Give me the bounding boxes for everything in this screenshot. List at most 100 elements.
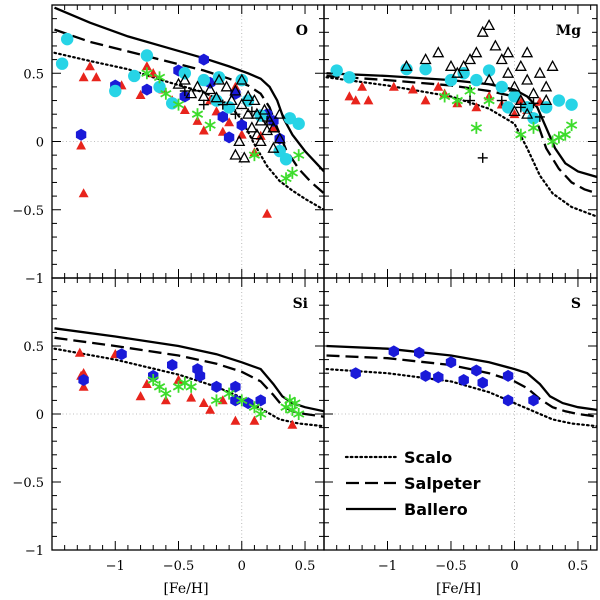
- open-triangle-marker: [457, 59, 470, 71]
- series-green-asterisks: [141, 67, 305, 185]
- cyan-circle-marker: [482, 64, 496, 77]
- blue-hexagon-marker: [167, 359, 178, 371]
- green-asterisk-stroke: [280, 174, 292, 183]
- open-triangle-marker: [476, 25, 489, 37]
- x-tick-label: 0.5: [568, 559, 589, 574]
- open-triangle-marker: [258, 103, 271, 115]
- model-curve-ballero: [326, 344, 597, 412]
- axis-ticks: [324, 5, 597, 278]
- series-black-open-triangles: [400, 18, 559, 119]
- green-asterisk-stroke: [286, 406, 299, 414]
- red-triangle-marker: [141, 378, 152, 388]
- legend-label-salpeter: Salpeter: [404, 474, 481, 493]
- open-triangle-marker: [502, 46, 515, 58]
- green-asterisk-stroke: [153, 383, 166, 391]
- open-triangle-marker: [540, 80, 553, 92]
- open-triangle-marker: [483, 18, 496, 31]
- blue-hexagon-marker: [477, 376, 488, 389]
- green-asterisk-stroke: [559, 130, 571, 139]
- cyan-circle-marker: [222, 101, 236, 114]
- green-asterisk-stroke: [153, 73, 166, 82]
- model-curves: [53, 327, 324, 428]
- red-triangle-marker: [350, 95, 361, 105]
- open-triangle-marker: [267, 141, 280, 153]
- open-triangle-marker: [254, 134, 267, 147]
- blue-hexagon-marker: [141, 83, 153, 96]
- x-axis-title: [Fe/H]: [436, 581, 481, 597]
- open-triangle-marker: [470, 46, 483, 58]
- red-triangle-marker: [515, 95, 526, 105]
- cyan-circle-marker: [501, 101, 515, 114]
- series-green-asterisks: [438, 84, 578, 148]
- green-asterisk-stroke: [483, 96, 495, 105]
- open-triangle-marker: [229, 84, 242, 96]
- y-tick-label: 0.5: [23, 67, 44, 82]
- blue-hexagon-marker: [433, 371, 444, 384]
- panel-s: S −1 −0.5 0 0.5 [Fe/H]: [323, 277, 598, 597]
- open-triangle-marker: [242, 107, 255, 119]
- y-tick-label: −1: [25, 544, 44, 559]
- x-tick-label: −0.5: [435, 559, 467, 574]
- open-triangle-marker: [250, 128, 263, 140]
- red-triangle-marker: [76, 140, 86, 150]
- axis-ticks: [52, 278, 324, 550]
- open-triangle-marker: [235, 98, 248, 110]
- cyan-circle-marker: [444, 73, 458, 87]
- y-tick-label: 0: [36, 136, 44, 151]
- open-triangle-marker: [508, 104, 521, 117]
- open-triangle-marker: [178, 73, 191, 85]
- cyan-circle-marker: [279, 153, 293, 166]
- data-markers: [330, 18, 578, 163]
- blue-hexagon-marker: [236, 119, 247, 132]
- panel-si: Si −1 −0.5 0 0.5 −1 −1 −0.5 0 0.5 [Fe/H]: [12, 272, 325, 597]
- x-tick-label: 0: [238, 559, 246, 574]
- red-triangle-marker: [407, 84, 418, 94]
- red-triangle-marker: [230, 415, 241, 425]
- blue-hexagon-marker: [445, 356, 457, 369]
- open-triangle-marker: [514, 59, 527, 71]
- open-triangle-marker: [508, 80, 521, 92]
- red-triangle-marker: [388, 81, 399, 91]
- panel-label: Si: [293, 296, 308, 312]
- blue-hexagon-marker: [179, 90, 190, 103]
- open-triangle-marker: [191, 80, 204, 92]
- green-asterisk-stroke: [470, 124, 483, 132]
- red-triangle-marker: [433, 81, 444, 91]
- red-triangle-marker: [262, 208, 272, 218]
- y-tick-label: −1: [25, 272, 44, 287]
- green-asterisk-stroke: [147, 376, 159, 384]
- blue-hexagon-marker: [274, 132, 285, 145]
- series-black-crosses: [465, 95, 545, 163]
- red-triangle-marker: [211, 106, 222, 116]
- open-triangle-marker: [220, 80, 233, 92]
- green-asterisk-stroke: [451, 96, 463, 105]
- open-triangle-marker: [213, 73, 225, 85]
- x-tick-label: −0.5: [163, 559, 195, 574]
- open-triangle-marker: [238, 151, 251, 163]
- cyan-circle-marker: [283, 112, 297, 125]
- y-tick-label: −0.5: [12, 204, 44, 219]
- green-asterisk-stroke: [141, 69, 153, 78]
- blue-hexagon-marker: [198, 53, 209, 66]
- red-triangle-marker: [141, 61, 152, 71]
- y-tick-label: 0.5: [23, 340, 44, 355]
- blue-hexagon-marker: [502, 394, 514, 407]
- red-triangle-marker: [205, 404, 216, 414]
- green-asterisk-stroke: [438, 92, 451, 101]
- green-asterisk-stroke: [248, 403, 261, 411]
- red-triangle-marker: [78, 368, 89, 378]
- series-black-crosses: [179, 85, 273, 127]
- y-tick-label: −0.5: [12, 476, 44, 491]
- green-asterisk-stroke: [293, 410, 305, 418]
- panel-label: S: [571, 296, 581, 312]
- cyan-circle-marker: [128, 69, 141, 83]
- red-triangle-marker: [344, 91, 355, 101]
- open-triangle-marker: [197, 89, 210, 102]
- blue-hexagon-marker: [194, 369, 206, 382]
- open-triangle-marker: [451, 66, 464, 78]
- model-curves: [325, 344, 597, 428]
- model-curve-ballero: [326, 72, 597, 179]
- red-triangle-marker: [85, 61, 95, 71]
- blue-hexagon-marker: [388, 345, 399, 358]
